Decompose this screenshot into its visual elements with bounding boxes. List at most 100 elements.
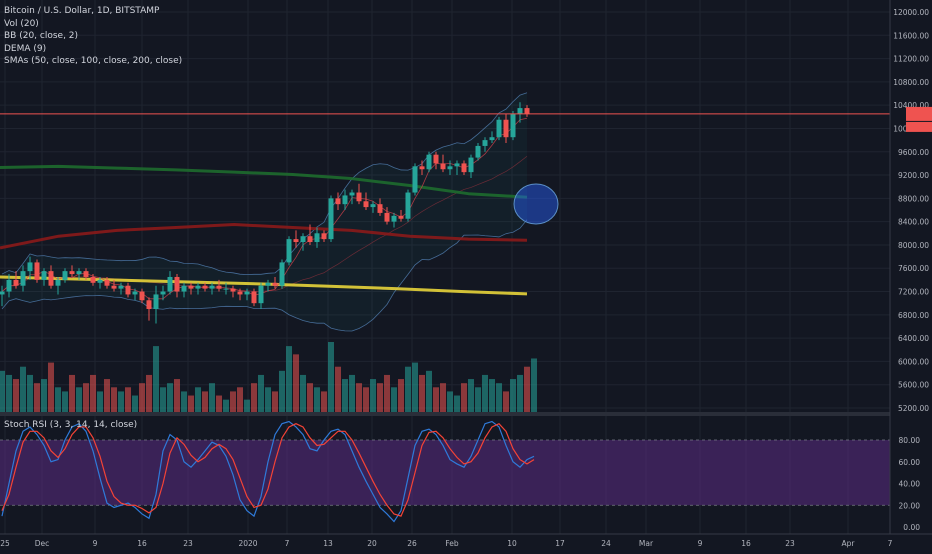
price-tick-label: 8000.00 [898, 241, 929, 250]
rsi-legend[interactable]: Stoch RSI (3, 3, 14, 14, close) [4, 420, 138, 430]
annotation-layer [513, 183, 559, 225]
candle-body [391, 215, 397, 222]
candle-body [307, 236, 313, 243]
volume-bar [377, 383, 383, 412]
candle-body [223, 288, 229, 290]
legend-study-bb[interactable]: BB (20, close, 2) [4, 31, 79, 41]
price-tick-label: 10400.00 [893, 101, 929, 110]
candle-body [139, 291, 145, 301]
time-tick-label: 13 [323, 539, 333, 548]
time-tick-label: 26 [407, 539, 417, 548]
bb-lower [1, 219, 528, 332]
volume-bar [370, 379, 376, 412]
volume-bar [111, 387, 117, 412]
time-tick-label: Feb [445, 539, 459, 548]
candle-body [167, 276, 173, 292]
candle-body [335, 198, 341, 205]
candle-body [440, 163, 446, 170]
volume-bar [153, 346, 159, 412]
pane-separator [0, 412, 932, 416]
volume-bar [181, 391, 187, 412]
stoch-d-line [1, 422, 535, 517]
candle-body [293, 239, 299, 243]
legend-study-sma[interactable]: SMAs (50, close, 100, close, 200, close) [4, 56, 183, 66]
bb-basis [1, 156, 528, 292]
candle-body [174, 276, 180, 292]
volume-bar [20, 366, 26, 412]
last-price-tag-countdown [906, 121, 932, 132]
volume-bar [510, 379, 516, 412]
volume-bar [237, 387, 243, 412]
time-tick-label: 7 [285, 539, 290, 548]
volume-bar [524, 366, 530, 412]
candle-body [517, 108, 523, 114]
candle-body [468, 157, 474, 173]
rsi-tick-label: 0.00 [903, 523, 920, 532]
volume-bar [412, 362, 418, 412]
time-tick-label: 23 [183, 539, 193, 548]
volume-bar [503, 391, 509, 412]
rsi-tick-label: 80.00 [899, 436, 921, 445]
candle-body [13, 279, 19, 286]
candle-body [489, 137, 495, 141]
volume-bar [0, 370, 5, 412]
candle-body [265, 282, 271, 286]
volume-bar [209, 383, 215, 412]
volume-bar [272, 391, 278, 412]
volume-bar [419, 374, 425, 412]
volume-bar [118, 391, 124, 412]
time-tick-label: 25 [0, 539, 10, 548]
candle-body [405, 192, 411, 219]
time-tick-label: 17 [555, 539, 565, 548]
volume-bar [349, 374, 355, 412]
sma-line-50 [0, 275, 528, 296]
volume-bar [321, 391, 327, 412]
candle-body [461, 163, 467, 173]
stoch-rsi-panel [0, 420, 890, 523]
price-tick-label: 11200.00 [893, 55, 929, 64]
candle-body [111, 285, 117, 289]
volume-bar [391, 387, 397, 412]
time-tick-label: 9 [93, 539, 98, 548]
volume-bar [461, 383, 467, 412]
candle-body [370, 204, 376, 208]
candle-body [279, 262, 285, 286]
volume-bar [307, 383, 313, 412]
price-tick-label: 8400.00 [898, 218, 929, 227]
candle-body [244, 291, 250, 295]
volume-bar [300, 374, 306, 412]
candle-body [195, 285, 201, 289]
sma-line-100 [0, 223, 528, 250]
legend-study-vol[interactable]: Vol (20) [4, 18, 39, 29]
volume-bar [475, 387, 481, 412]
candle-body [160, 291, 166, 295]
volume-bar [230, 391, 236, 412]
candle-body [55, 279, 61, 286]
volume-bar [440, 383, 446, 412]
candle-body [314, 233, 320, 243]
bb-upper [1, 92, 528, 276]
candle-body [41, 271, 47, 280]
legend-study-dema[interactable]: DEMA (9) [4, 43, 47, 54]
volume-bar [97, 391, 103, 412]
candle-body [377, 204, 383, 213]
last-price-tag [906, 106, 932, 121]
price-pane-bg [0, 0, 890, 412]
volume-bar [335, 366, 341, 412]
time-tick-label: 20 [367, 539, 377, 548]
volume-bar [34, 383, 40, 412]
volume-bar [139, 383, 145, 412]
price-tick-label: 6400.00 [898, 334, 929, 343]
candle-body [83, 271, 89, 277]
time-tick-label: 2020 [238, 539, 257, 548]
volume-bar [195, 387, 201, 412]
volume-bar [468, 379, 474, 412]
candle-body [0, 291, 5, 295]
price-tick-label: 8800.00 [898, 194, 929, 203]
candle-body [76, 271, 82, 275]
price-tick-label: 7200.00 [898, 288, 929, 297]
candle-body [181, 285, 187, 292]
price-tick-label: 9200.00 [898, 171, 929, 180]
candle-body [153, 294, 159, 309]
